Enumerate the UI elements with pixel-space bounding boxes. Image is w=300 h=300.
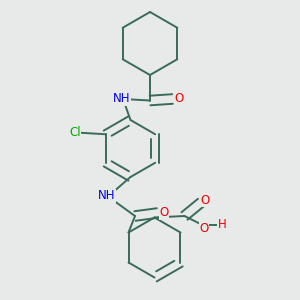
- Text: O: O: [200, 221, 208, 235]
- Text: O: O: [200, 194, 209, 207]
- Text: O: O: [175, 92, 184, 106]
- Text: O: O: [160, 206, 169, 220]
- Text: NH: NH: [113, 92, 130, 106]
- Text: H: H: [218, 218, 226, 232]
- Text: Cl: Cl: [69, 126, 81, 139]
- Text: NH: NH: [98, 189, 115, 203]
